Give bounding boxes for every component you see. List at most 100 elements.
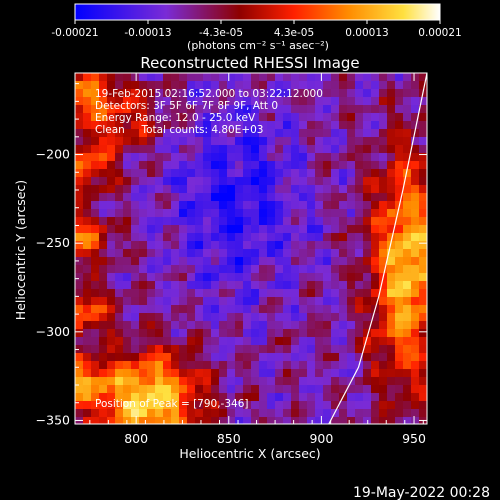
heatmap-cell [187, 225, 195, 233]
heatmap-cell [139, 121, 147, 129]
heatmap-cell [299, 113, 307, 121]
heatmap-cell [139, 265, 147, 273]
heatmap-cell [203, 217, 211, 225]
heatmap-cell [299, 241, 307, 249]
heatmap-cell [355, 249, 363, 257]
heatmap-cell [83, 97, 91, 105]
heatmap-cell [419, 393, 427, 401]
heatmap-cell [251, 249, 259, 257]
heatmap-cell [339, 177, 347, 185]
heatmap-cell [355, 105, 363, 113]
heatmap-cell [379, 153, 387, 161]
heatmap-cell [291, 305, 299, 313]
heatmap-cell [275, 401, 283, 409]
heatmap-cell [243, 129, 251, 137]
heatmap-cell [395, 353, 403, 361]
heatmap-cell [75, 169, 83, 177]
heatmap-cell [307, 129, 315, 137]
heatmap-cell [331, 97, 339, 105]
heatmap-cell [75, 385, 83, 393]
heatmap-cell [131, 233, 139, 241]
heatmap-cell [315, 409, 323, 417]
heatmap-cell [403, 297, 411, 305]
heatmap-cell [211, 337, 219, 345]
heatmap-cell [187, 345, 195, 353]
heatmap-cell [307, 73, 315, 81]
heatmap-cell [267, 169, 275, 177]
heatmap-cell [155, 185, 163, 193]
heatmap-cell [99, 361, 107, 369]
heatmap-cell [379, 257, 387, 265]
heatmap-cell [139, 113, 147, 121]
heatmap-cell [243, 289, 251, 297]
heatmap-cell [307, 177, 315, 185]
heatmap-cell [403, 201, 411, 209]
heatmap-cell [331, 161, 339, 169]
heatmap-cell [163, 353, 171, 361]
heatmap-cell [147, 281, 155, 289]
heatmap-cell [171, 313, 179, 321]
heatmap-cell [131, 113, 139, 121]
heatmap-cell [203, 161, 211, 169]
heatmap-cell [75, 161, 83, 169]
heatmap-cell [123, 329, 131, 337]
heatmap-cell [75, 217, 83, 225]
heatmap-cell [107, 289, 115, 297]
heatmap-cell [371, 81, 379, 89]
heatmap-cell [275, 89, 283, 97]
heatmap-cell [347, 105, 355, 113]
heatmap-cell [243, 329, 251, 337]
heatmap-cell [187, 209, 195, 217]
heatmap-cell [195, 289, 203, 297]
heatmap-cell [259, 113, 267, 121]
heatmap-cell [403, 209, 411, 217]
heatmap-cell [323, 81, 331, 89]
heatmap-cell [291, 193, 299, 201]
heatmap-cell [107, 241, 115, 249]
heatmap-cell [371, 385, 379, 393]
heatmap-cell [203, 137, 211, 145]
heatmap-cell [419, 409, 427, 417]
heatmap-cell [347, 137, 355, 145]
heatmap-cell [75, 225, 83, 233]
heatmap-cell [339, 249, 347, 257]
heatmap-cell [171, 257, 179, 265]
heatmap-cell [419, 209, 427, 217]
heatmap-cell [107, 153, 115, 161]
heatmap-cell [155, 209, 163, 217]
heatmap-cell [251, 257, 259, 265]
heatmap-cell [323, 377, 331, 385]
y-tick-label: −350 [36, 412, 70, 427]
heatmap-cell [267, 369, 275, 377]
heatmap-cell [395, 217, 403, 225]
heatmap-cell [235, 385, 243, 393]
heatmap-cell [395, 249, 403, 257]
heatmap-cell [251, 353, 259, 361]
heatmap-cell [179, 369, 187, 377]
heatmap-cell [347, 129, 355, 137]
heatmap-cell [347, 185, 355, 193]
colorbar-tick-label: 0.00013 [345, 27, 388, 39]
heatmap-cell [411, 113, 419, 121]
heatmap-cell [227, 385, 235, 393]
heatmap-cell [123, 393, 131, 401]
heatmap-cell [131, 377, 139, 385]
heatmap-cell [419, 105, 427, 113]
heatmap-cell [259, 393, 267, 401]
heatmap-cell [283, 297, 291, 305]
heatmap-cell [363, 113, 371, 121]
heatmap-cell [211, 353, 219, 361]
heatmap-cell [163, 385, 171, 393]
heatmap-cell [283, 289, 291, 297]
heatmap-cell [195, 113, 203, 121]
heatmap-cell [187, 281, 195, 289]
heatmap-cell [411, 153, 419, 161]
heatmap-cell [179, 353, 187, 361]
heatmap-cell [203, 417, 211, 424]
heatmap-cell [131, 145, 139, 153]
heatmap-cell [395, 161, 403, 169]
heatmap-cell [339, 217, 347, 225]
heatmap-cell [187, 265, 195, 273]
heatmap-cell [243, 257, 251, 265]
heatmap-cell [219, 137, 227, 145]
